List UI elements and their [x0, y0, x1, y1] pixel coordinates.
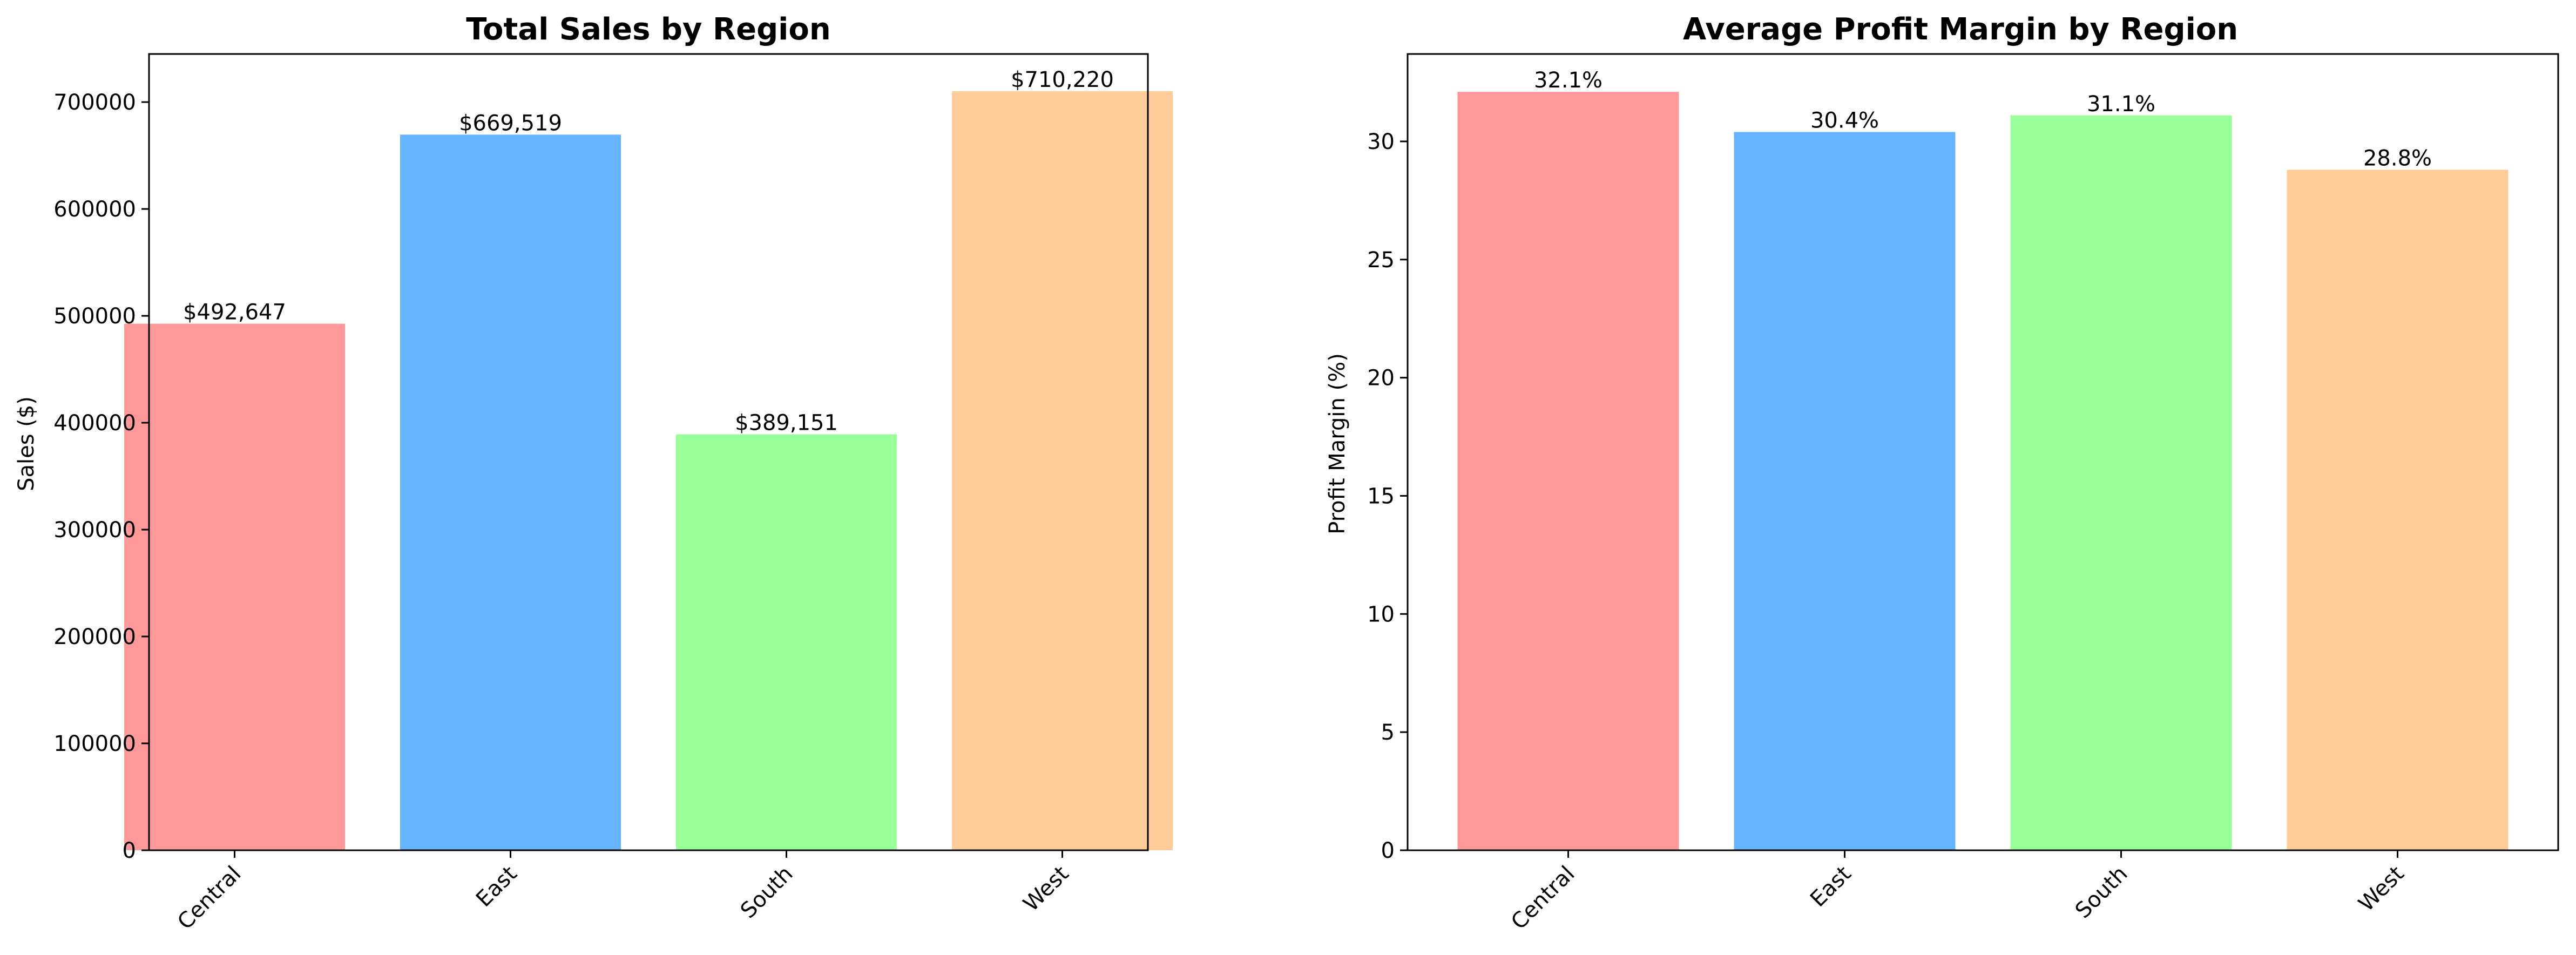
margin-x-tick-label-west: West — [2354, 862, 2409, 917]
margin-y-axis: 0 5 10 15 20 25 30 — [1367, 130, 1408, 863]
sales-bars — [124, 91, 1173, 850]
margin-value-label-east: 30.4% — [1810, 108, 1879, 133]
margin-chart-panel: Average Profit Margin by Region Profit M… — [1325, 12, 2559, 934]
sales-y-tick-label-2: 200000 — [53, 625, 136, 649]
margin-y-tick-label-3: 15 — [1367, 484, 1395, 509]
margin-bar-west — [2287, 170, 2509, 851]
margin-bar-south — [2010, 115, 2232, 850]
margin-y-tick-label-2: 10 — [1367, 602, 1395, 627]
sales-value-label-central: $492,647 — [183, 300, 286, 325]
sales-y-tick-label-4: 400000 — [53, 411, 136, 436]
sales-y-tick-label-7: 700000 — [53, 90, 136, 115]
margin-y-tick-label-1: 5 — [1381, 720, 1395, 745]
sales-y-axis-label: Sales ($) — [14, 396, 39, 491]
sales-bar-south — [676, 434, 897, 850]
sales-x-tick-label-west: West — [1019, 862, 1074, 917]
sales-data-labels: $492,647 $669,519 $389,151 $710,220 — [183, 67, 1114, 436]
sales-value-label-south: $389,151 — [735, 411, 838, 436]
sales-value-label-east: $669,519 — [459, 111, 562, 136]
sales-chart-panel: Total Sales by Region Sales ($) $492,647… — [14, 12, 1173, 934]
sales-bar-west — [952, 91, 1173, 850]
margin-chart-title: Average Profit Margin by Region — [1683, 12, 2238, 47]
sales-x-tick-label-east: East — [471, 862, 522, 912]
sales-y-tick-label-5: 500000 — [53, 304, 136, 329]
sales-y-axis: 0 100000 200000 300000 400000 500000 600000 700… — [53, 90, 149, 863]
margin-x-tick-label-east: East — [1806, 862, 1856, 912]
sales-x-axis: Central East South West — [173, 850, 1074, 934]
sales-bar-east — [400, 134, 621, 850]
margin-y-tick-label-0: 0 — [1381, 838, 1395, 863]
margin-data-labels: 32.1% 30.4% 31.1% 28.8% — [1534, 68, 2432, 171]
margin-x-axis: Central East South West — [1506, 850, 2409, 934]
sales-chart-title: Total Sales by Region — [466, 12, 830, 47]
margin-plot-frame — [1407, 53, 2559, 851]
sales-y-tick-label-1: 100000 — [53, 732, 136, 756]
margin-bar-central — [1457, 92, 1679, 851]
sales-value-label-west: $710,220 — [1011, 67, 1114, 92]
margin-y-tick-label-5: 25 — [1367, 248, 1395, 273]
sales-y-tick-label-3: 300000 — [53, 518, 136, 543]
margin-value-label-south: 31.1% — [2087, 92, 2155, 117]
margin-y-tick-label-4: 20 — [1367, 366, 1395, 391]
margin-x-tick-label-south: South — [2071, 862, 2133, 924]
sales-y-tick-label-0: 0 — [123, 838, 136, 863]
margin-value-label-central: 32.1% — [1534, 68, 1603, 93]
margin-value-label-west: 28.8% — [2363, 146, 2432, 171]
sales-x-tick-label-south: South — [736, 862, 798, 924]
margin-x-tick-label-central: Central — [1506, 862, 1580, 935]
margin-bar-east — [1734, 132, 1956, 851]
margin-bars — [1457, 92, 2509, 851]
sales-y-tick-label-6: 600000 — [53, 197, 136, 222]
margin-y-tick-label-6: 30 — [1367, 130, 1395, 154]
sales-bar-central — [124, 323, 345, 850]
sales-x-tick-label-central: Central — [173, 862, 246, 935]
sales-plot-frame — [148, 53, 1149, 851]
margin-y-axis-label: Profit Margin (%) — [1325, 353, 1350, 534]
